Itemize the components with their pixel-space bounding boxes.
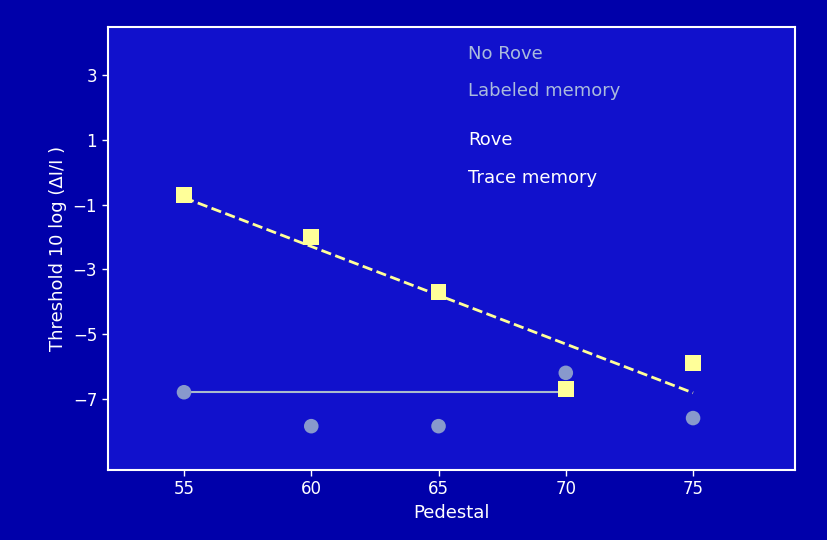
Point	[304, 422, 318, 430]
Point	[177, 388, 190, 396]
X-axis label: Pedestal: Pedestal	[413, 504, 489, 522]
Point	[558, 368, 571, 377]
Point	[558, 384, 571, 393]
Point	[304, 233, 318, 241]
Text: No Rove: No Rove	[468, 45, 543, 63]
Text: Rove: Rove	[468, 131, 512, 149]
Y-axis label: Threshold 10 log (ΔI/I ): Threshold 10 log (ΔI/I )	[49, 146, 67, 351]
Point	[177, 191, 190, 199]
Text: Trace memory: Trace memory	[468, 169, 597, 187]
Text: Labeled memory: Labeled memory	[468, 82, 620, 100]
Point	[432, 422, 445, 430]
Point	[686, 414, 699, 422]
Point	[432, 288, 445, 296]
Point	[686, 359, 699, 367]
